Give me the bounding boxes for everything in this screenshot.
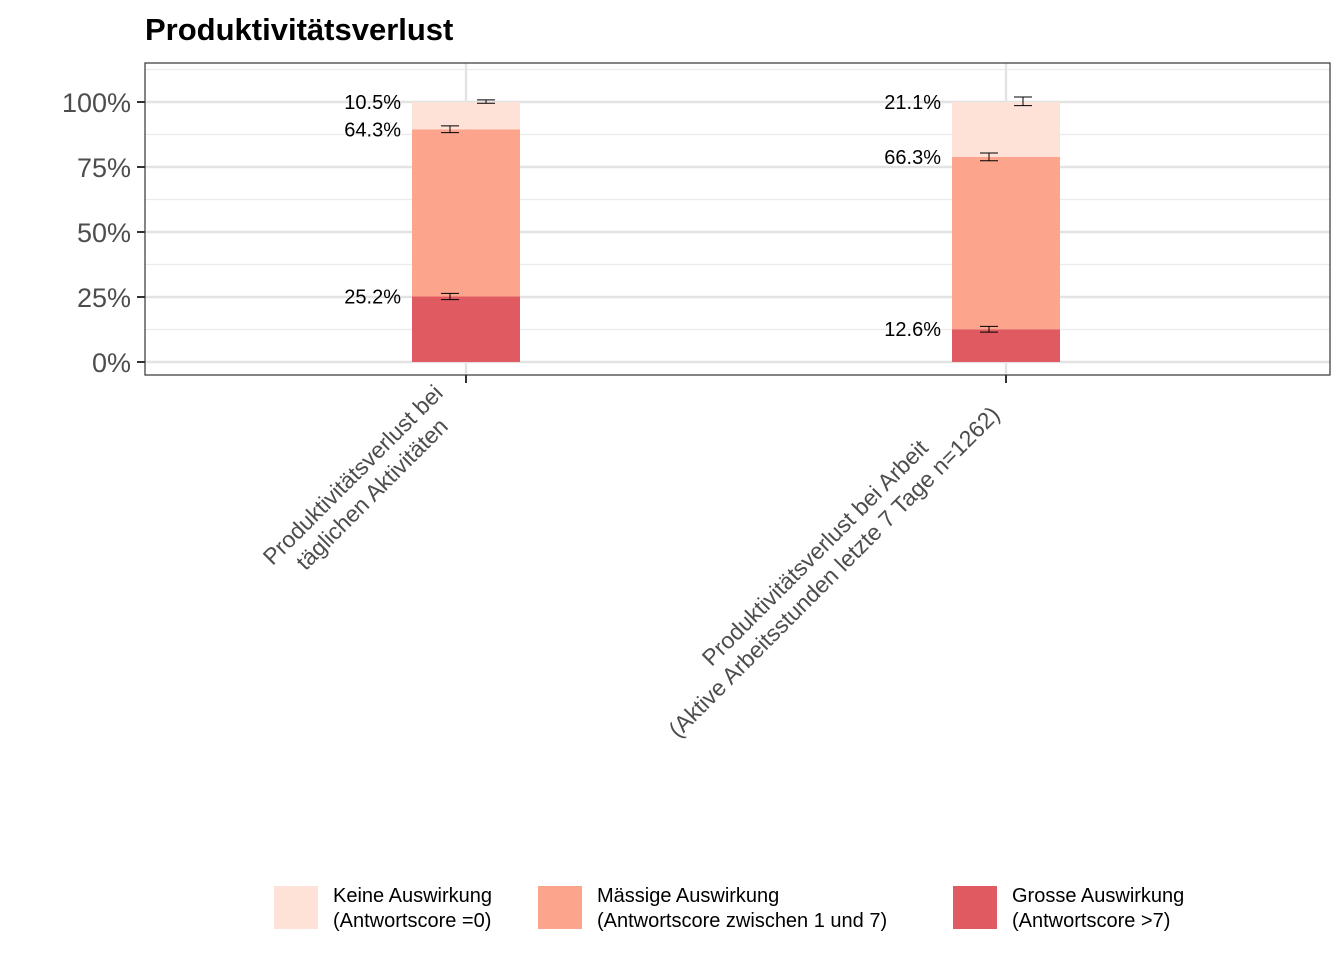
y-tick-label: 100% [62, 88, 131, 118]
bar-segment [412, 296, 520, 362]
data-label: 10.5% [344, 92, 401, 114]
legend[interactable]: Keine Auswirkung (Antwortscore =0) Mässige… [274, 885, 1184, 932]
y-axis: 0% 25% 50% 75% 100% [62, 88, 145, 378]
legend-key [274, 886, 318, 929]
legend-label: Grosse Auswirkung (Antwortscore >7) [1012, 885, 1184, 932]
data-label: 21.1% [884, 92, 941, 114]
x-axis: Produktivitätsverlust beitäglichen Aktiv… [258, 375, 1007, 742]
y-tick-label: 25% [77, 283, 131, 313]
bar-segment [412, 129, 520, 297]
x-tick-label-line: (Aktive Arbeitsstunden letzte 7 Tage n=1… [663, 401, 1004, 742]
data-label: 64.3% [344, 119, 401, 141]
legend-label-line: Keine Auswirkung [333, 885, 492, 907]
chart-title: Produktivitätsverlust [145, 12, 453, 47]
legend-item[interactable]: Mässige Auswirkung (Antwortscore zwischen… [538, 885, 887, 932]
bar-segment [952, 102, 1060, 157]
legend-key [953, 886, 997, 929]
x-tick-label: Produktivitätsverlust bei Arbeit(Aktive … [644, 382, 1004, 742]
legend-label-line: Grosse Auswirkung [1012, 885, 1184, 907]
legend-label-line: (Antwortscore >7) [1012, 910, 1170, 932]
x-tick-label-line: Produktivitätsverlust bei [258, 380, 448, 570]
legend-label: Keine Auswirkung (Antwortscore =0) [333, 885, 492, 932]
x-tick-label-line: Produktivitätsverlust bei Arbeit [697, 434, 934, 671]
data-label: 66.3% [884, 147, 941, 169]
legend-item[interactable]: Grosse Auswirkung (Antwortscore >7) [953, 885, 1184, 932]
legend-item[interactable]: Keine Auswirkung (Antwortscore =0) [274, 885, 492, 932]
grid [145, 63, 1330, 375]
data-label: 12.6% [884, 319, 941, 341]
plot-panel-border [144, 62, 1331, 376]
bar-segment [952, 329, 1060, 362]
data-label: 25.2% [344, 286, 401, 308]
legend-label-line: Mässige Auswirkung [597, 885, 779, 907]
bars [412, 102, 1060, 362]
x-tick-label: Produktivitätsverlust beitäglichen Aktiv… [258, 380, 467, 589]
bar-segment [952, 156, 1060, 330]
bar-segment [412, 102, 520, 130]
y-tick-label: 50% [77, 218, 131, 248]
legend-key [538, 886, 582, 929]
error-bars [441, 96, 1032, 333]
data-labels: 25.2% 64.3% 10.5% 12.6% 66.3% 21.1% [344, 92, 941, 341]
y-tick-label: 0% [92, 348, 131, 378]
legend-label: Mässige Auswirkung (Antwortscore zwischen… [597, 885, 887, 932]
legend-label-line: (Antwortscore =0) [333, 910, 491, 932]
legend-label-line: (Antwortscore zwischen 1 und 7) [597, 910, 887, 932]
y-tick-label: 75% [77, 153, 131, 183]
